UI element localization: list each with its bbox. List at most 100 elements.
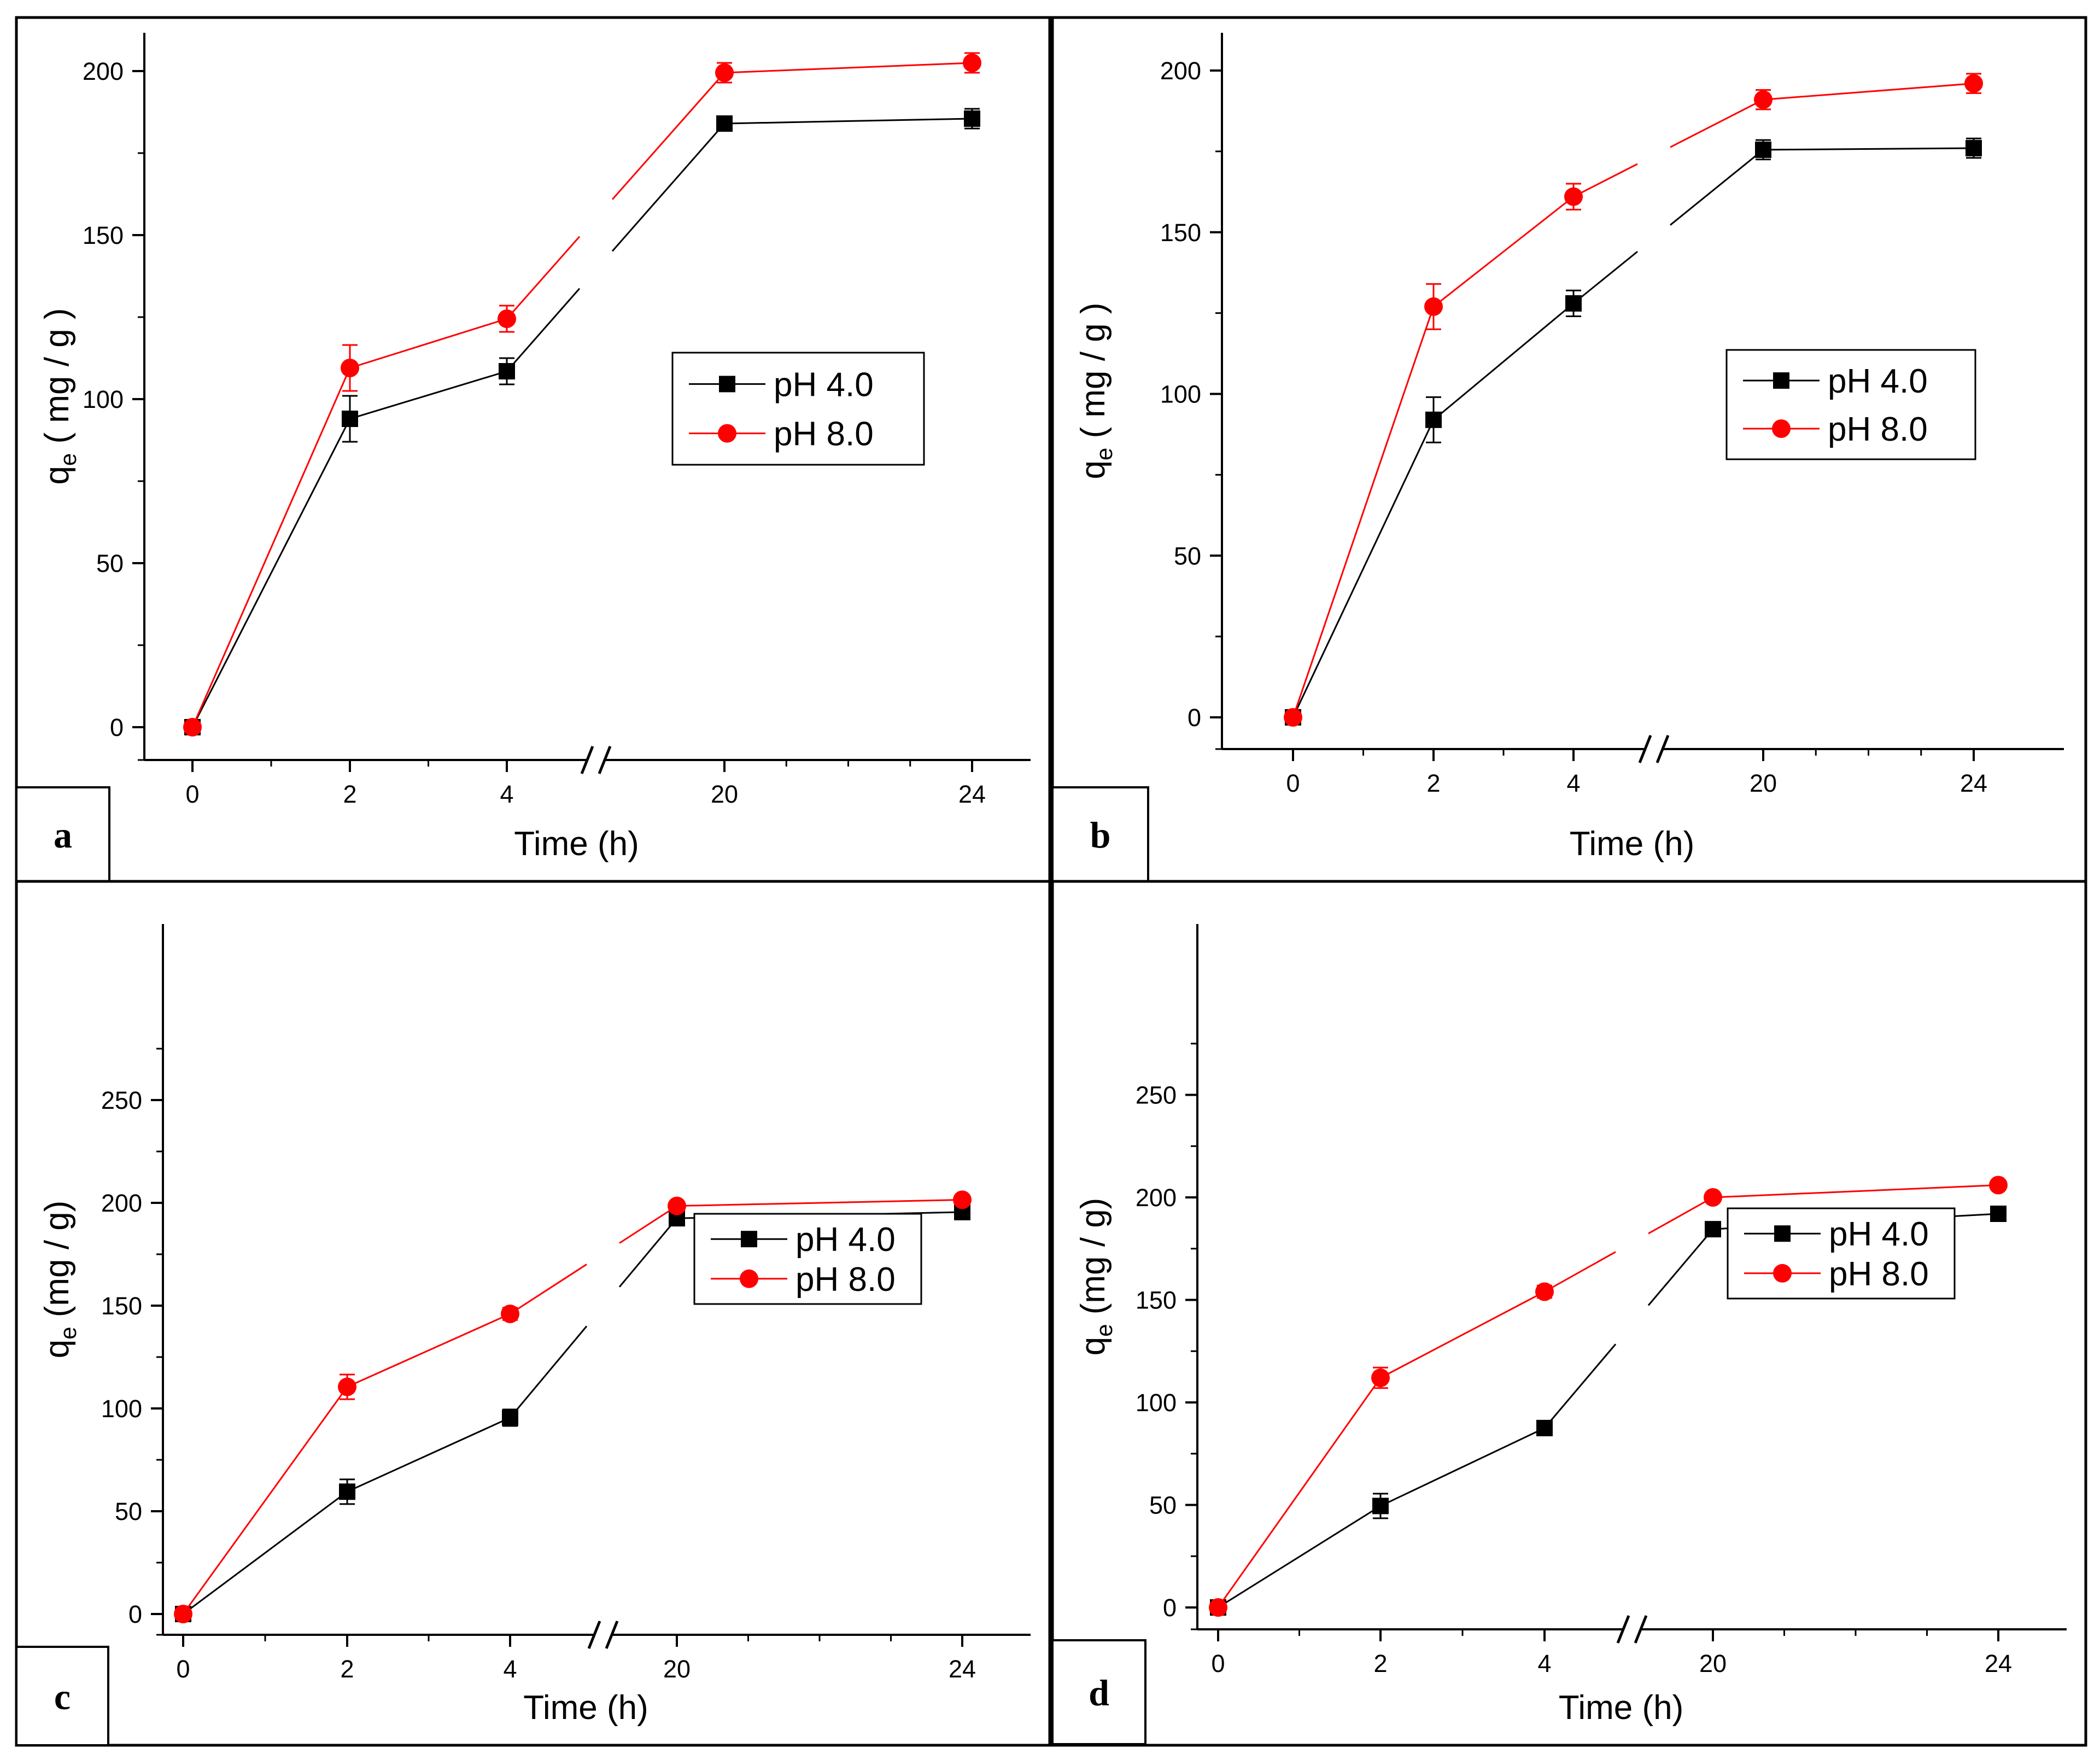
panel-frame xyxy=(15,880,1051,1747)
data-point-circle xyxy=(174,1605,192,1623)
series-line-segment xyxy=(1380,1291,1545,1379)
data-point-circle xyxy=(1564,187,1583,206)
x-tick-label: 20 xyxy=(1699,1650,1727,1677)
x-axis-title: Time (h) xyxy=(1559,1689,1683,1727)
y-tick-label: 100 xyxy=(101,1395,142,1423)
legend-box xyxy=(1727,1207,1956,1300)
data-point-circle xyxy=(1535,1282,1554,1301)
legend-marker-square xyxy=(719,376,735,393)
series-line-segment xyxy=(1712,1184,1999,1198)
x-tick-label: 24 xyxy=(958,780,986,808)
series-ph4 xyxy=(1285,137,1982,726)
y-tick-label: 0 xyxy=(1188,704,1201,732)
legend-marker-circle xyxy=(1773,1264,1792,1283)
data-point-square xyxy=(716,115,733,132)
y-tick-label: 150 xyxy=(101,1292,142,1320)
data-point-square xyxy=(1565,295,1582,312)
series-ph8 xyxy=(183,52,981,736)
series-line-segment xyxy=(676,1198,963,1207)
data-point-square xyxy=(339,1483,355,1500)
data-point-circle xyxy=(1704,1188,1722,1207)
data-point-square xyxy=(1705,1221,1721,1238)
x-tick-label: 0 xyxy=(176,1655,190,1683)
data-point-circle xyxy=(498,309,516,328)
data-point-square xyxy=(1990,1206,2007,1222)
legend-marker-square xyxy=(741,1231,757,1248)
legend-label: pH 4.0 xyxy=(774,366,874,404)
x-tick-label: 4 xyxy=(1566,769,1580,797)
y-axis-title-q: q xyxy=(38,1340,76,1358)
legend: pH 4.0pH 8.0 xyxy=(671,352,925,466)
legend-marker-circle xyxy=(718,424,736,443)
series-line-segment xyxy=(1763,147,1974,151)
series-line-segment xyxy=(1648,1196,1713,1235)
legend: pH 4.0pH 8.0 xyxy=(1725,349,1976,460)
y-axis-title: qe ( mg / g ) xyxy=(1074,302,1117,479)
series-ph4 xyxy=(184,108,980,735)
y-tick-label: 50 xyxy=(115,1498,142,1525)
series-ph8 xyxy=(1284,73,1983,727)
axis-break-mark xyxy=(587,1621,601,1649)
axis-break-mark xyxy=(598,746,612,774)
y-axis-title: qe ( mg / g ) xyxy=(38,308,81,484)
x-tick-label: 0 xyxy=(1286,769,1300,797)
data-point-square xyxy=(1755,141,1771,158)
x-axis-title: Time (h) xyxy=(523,1689,648,1727)
y-tick-label: 150 xyxy=(1136,1287,1177,1314)
data-point-circle xyxy=(668,1196,686,1215)
legend-label: pH 4.0 xyxy=(795,1221,896,1259)
series-line-segment xyxy=(611,123,726,252)
series-line-segment xyxy=(506,236,581,319)
y-axis-title-sub: e xyxy=(55,453,81,466)
x-tick-label: 2 xyxy=(340,1655,354,1683)
y-axis-title-q: q xyxy=(1074,460,1112,479)
y-axis-title: qe (mg / g) xyxy=(1074,1198,1117,1356)
x-tick-label: 24 xyxy=(1960,769,1987,797)
legend-box xyxy=(693,1213,922,1305)
x-tick-label: 2 xyxy=(343,780,356,808)
data-point-square xyxy=(1425,411,1442,428)
legend: pH 4.0pH 8.0 xyxy=(693,1213,922,1305)
y-tick-label: 100 xyxy=(1160,381,1201,408)
series-ph8 xyxy=(174,1190,972,1623)
y-tick-label: 200 xyxy=(83,57,124,85)
x-tick-label: 4 xyxy=(1537,1650,1551,1677)
x-tick-label: 2 xyxy=(1426,769,1440,797)
legend-box xyxy=(1725,349,1976,460)
y-axis-title-sub: e xyxy=(1091,448,1117,460)
data-point-circle xyxy=(715,63,734,82)
series-line-segment xyxy=(1647,1229,1714,1306)
y-axis-title-unit: ( mg / g ) xyxy=(38,308,76,453)
series-line-segment xyxy=(509,1325,588,1418)
x-axis-title: Time (h) xyxy=(1570,825,1694,863)
data-point-circle xyxy=(1284,708,1302,727)
series-line-segment xyxy=(1292,306,1435,718)
series-line-segment xyxy=(1573,250,1638,305)
series-line-segment xyxy=(1380,1427,1545,1507)
series-ph8 xyxy=(1209,1176,2008,1617)
series-line-segment xyxy=(1292,419,1435,718)
data-point-circle xyxy=(338,1377,356,1396)
series-line-segment xyxy=(182,1386,348,1615)
y-axis-title-unit: ( mg / g ) xyxy=(1074,302,1112,447)
y-axis-title: qe (mg / g) xyxy=(38,1201,81,1359)
series-line-segment xyxy=(347,1417,511,1493)
legend: pH 4.0pH 8.0 xyxy=(1727,1207,1956,1300)
y-axis-title-unit: (mg / g) xyxy=(1074,1198,1112,1324)
data-point-square xyxy=(1536,1419,1553,1436)
legend-label: pH 8.0 xyxy=(795,1261,896,1299)
legend-marker-circle xyxy=(1772,419,1791,438)
panel-letter: b xyxy=(1090,814,1111,856)
axis-break-mark xyxy=(1656,735,1670,763)
legend-label: pH 8.0 xyxy=(1828,411,1928,448)
y-tick-label: 100 xyxy=(1136,1389,1177,1417)
x-tick-label: 20 xyxy=(663,1655,691,1683)
panel-letter: d xyxy=(1089,1672,1109,1714)
x-tick-label: 24 xyxy=(1985,1650,2012,1677)
series-line-segment xyxy=(1543,1343,1617,1429)
series-line-segment xyxy=(349,318,507,369)
data-point-circle xyxy=(1424,297,1443,316)
